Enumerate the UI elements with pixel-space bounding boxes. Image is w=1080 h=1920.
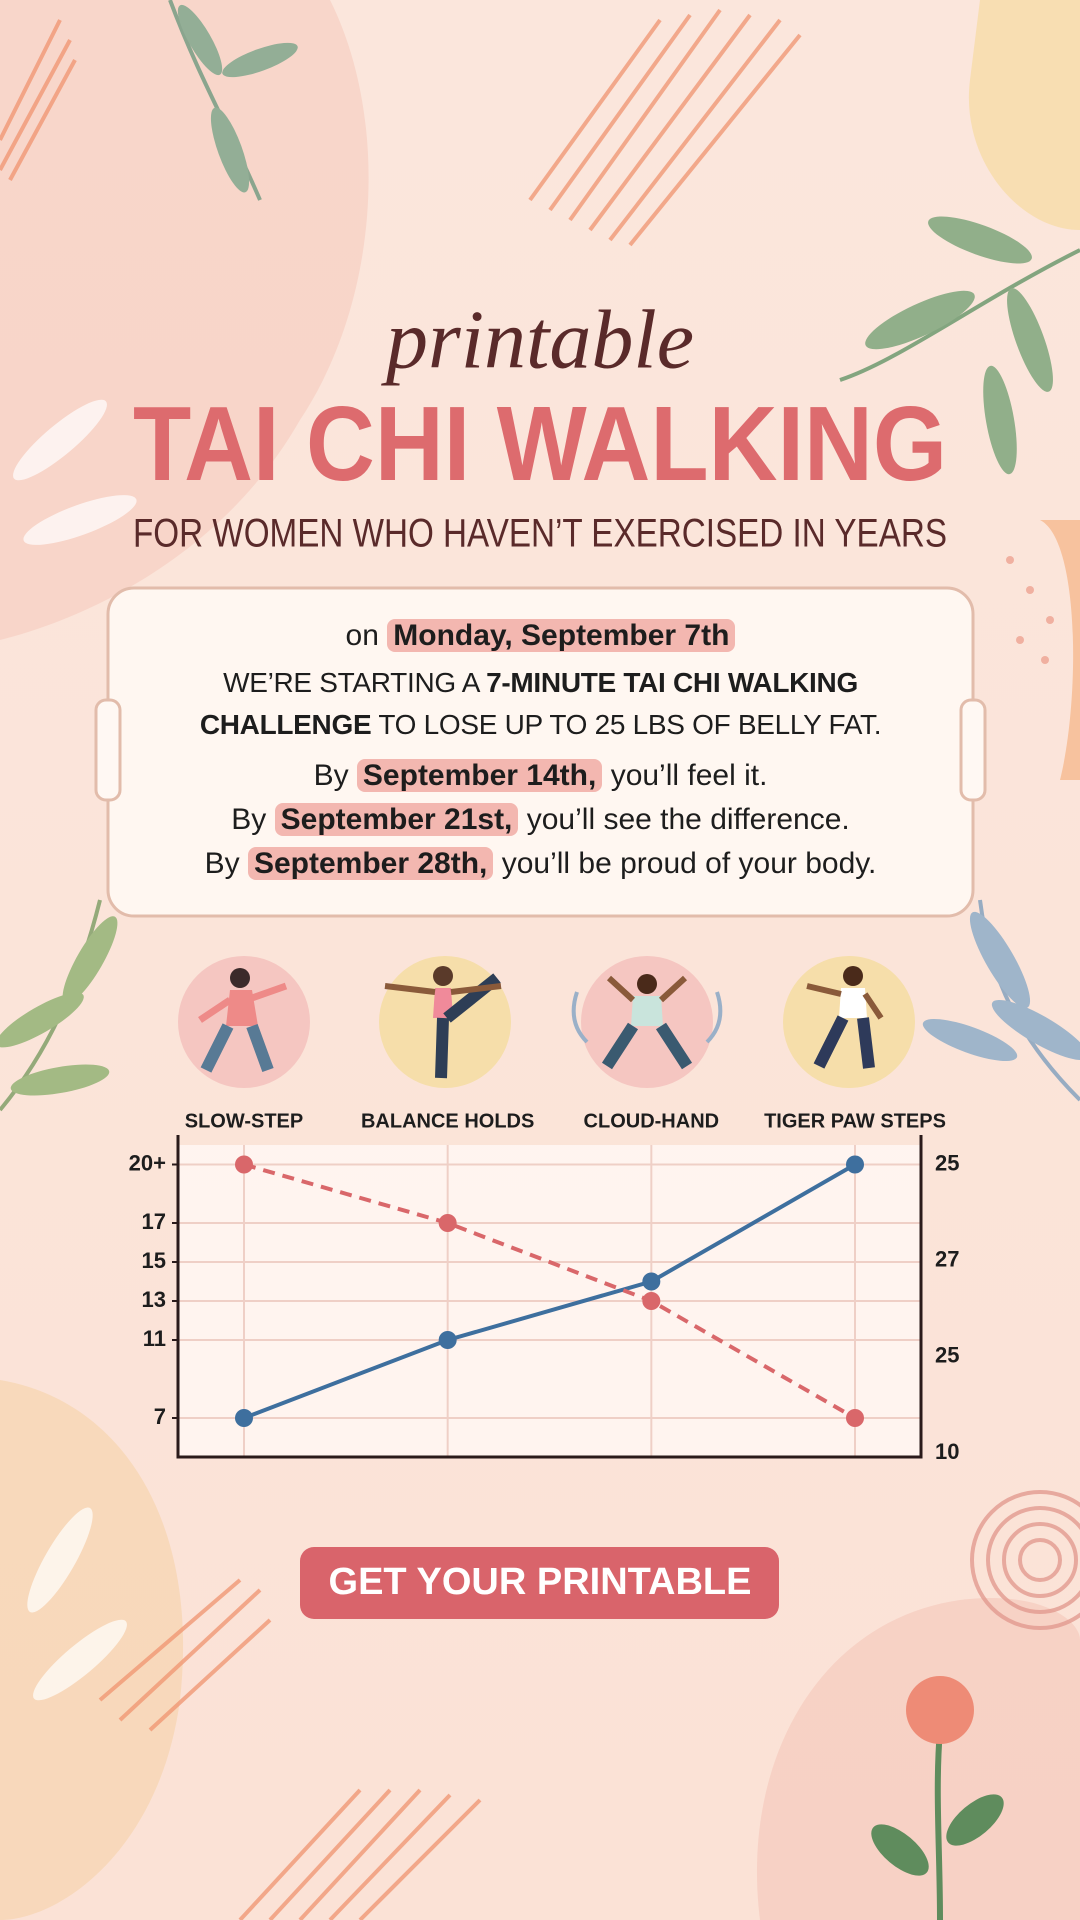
highlight-date: September 28th, bbox=[247, 847, 494, 880]
text: on bbox=[345, 619, 379, 652]
script-title: printable bbox=[381, 293, 694, 386]
data-point bbox=[642, 1272, 661, 1291]
y2-label: 25 bbox=[935, 1343, 959, 1368]
data-point bbox=[846, 1409, 864, 1427]
icon bbox=[571, 956, 723, 1088]
category-label: CLOUD-HAND bbox=[584, 1110, 720, 1132]
subtitle: FOR WOMEN WHO HAVEN’T EXERCISED IN YEARS bbox=[133, 512, 947, 556]
leaf-branch bbox=[0, 899, 118, 1112]
data-point bbox=[438, 1214, 457, 1232]
icon bbox=[178, 956, 310, 1088]
text: you’ll see the difference. bbox=[526, 803, 850, 836]
text: you’ll feel it. bbox=[610, 759, 768, 792]
series-line bbox=[243, 1162, 856, 1420]
y-tick-label: 11 bbox=[143, 1326, 166, 1351]
highlight-date: Monday, September 7th bbox=[387, 619, 736, 652]
leaf-branch bbox=[839, 216, 1080, 475]
cta-button[interactable] bbox=[300, 1547, 779, 1619]
leaf-branch bbox=[168, 0, 298, 201]
data-point bbox=[438, 1331, 457, 1349]
flower bbox=[871, 1676, 1004, 1920]
text: By bbox=[231, 803, 267, 836]
y-tick-label: 15 bbox=[142, 1248, 166, 1273]
category-label: BALANCE HOLDS bbox=[361, 1110, 534, 1132]
text: you’ll be proud of your body. bbox=[501, 847, 877, 880]
series-line bbox=[243, 1162, 856, 1420]
data-point bbox=[846, 1155, 864, 1174]
category-label: SLOW-STEP bbox=[185, 1110, 304, 1132]
text: By bbox=[313, 759, 349, 792]
y2-label: 25 bbox=[935, 1150, 959, 1175]
icon bbox=[783, 956, 915, 1088]
leaf-branch bbox=[13, 399, 137, 1701]
card-tab bbox=[959, 698, 987, 802]
leaf-branch bbox=[922, 899, 1080, 1102]
y-tick-label: 7 bbox=[154, 1404, 166, 1429]
cta-label[interactable]: GET YOUR PRINTABLE bbox=[329, 1561, 752, 1603]
icon bbox=[379, 956, 511, 1088]
milestone: By September 28th, you’ll be proud of yo… bbox=[138, 842, 943, 886]
data-point bbox=[642, 1292, 661, 1310]
highlight-date: September 21st, bbox=[274, 803, 519, 836]
y-tick-label: 20+ bbox=[129, 1150, 166, 1175]
y2-label: 10 bbox=[935, 1439, 959, 1464]
challenge-line: WE’RE STARTING A 7-MINUTE TAI CHI WALKIN… bbox=[161, 662, 921, 746]
main-title: TAI CHI WALKING bbox=[133, 385, 947, 503]
highlight-date: September 14th, bbox=[356, 759, 603, 792]
text: By bbox=[204, 847, 240, 880]
start-line: on Monday, September 7th bbox=[138, 614, 943, 658]
y2-label: 27 bbox=[935, 1246, 959, 1271]
milestone: By September 14th, you’ll feel it. bbox=[138, 754, 943, 798]
y-tick-label: 13 bbox=[142, 1287, 166, 1312]
data-point bbox=[235, 1409, 253, 1427]
data-point bbox=[235, 1155, 253, 1174]
chart: 7 11 13 15 17 20+ SLOW-STEP BALANCE HOLDS CLOUD-… bbox=[129, 1110, 960, 1464]
exercise-icons bbox=[178, 956, 915, 1088]
card-tab bbox=[94, 698, 122, 802]
bold-text: 7-MINUTE TAI CHI WALKING CHALLENGE bbox=[199, 667, 858, 740]
text: TO LOSE UP TO 25 LBS OF BELLY FAT. bbox=[378, 709, 882, 740]
y-tick-label: 17 bbox=[142, 1209, 166, 1234]
text: WE’RE STARTING A bbox=[223, 667, 479, 698]
category-label: TIGER PAW STEPS bbox=[764, 1110, 946, 1132]
announcement-text: on Monday, September 7th WE’RE STARTING … bbox=[108, 588, 973, 916]
milestone: By September 21st, you’ll see the differ… bbox=[138, 798, 943, 842]
axis bbox=[176, 1135, 923, 1459]
